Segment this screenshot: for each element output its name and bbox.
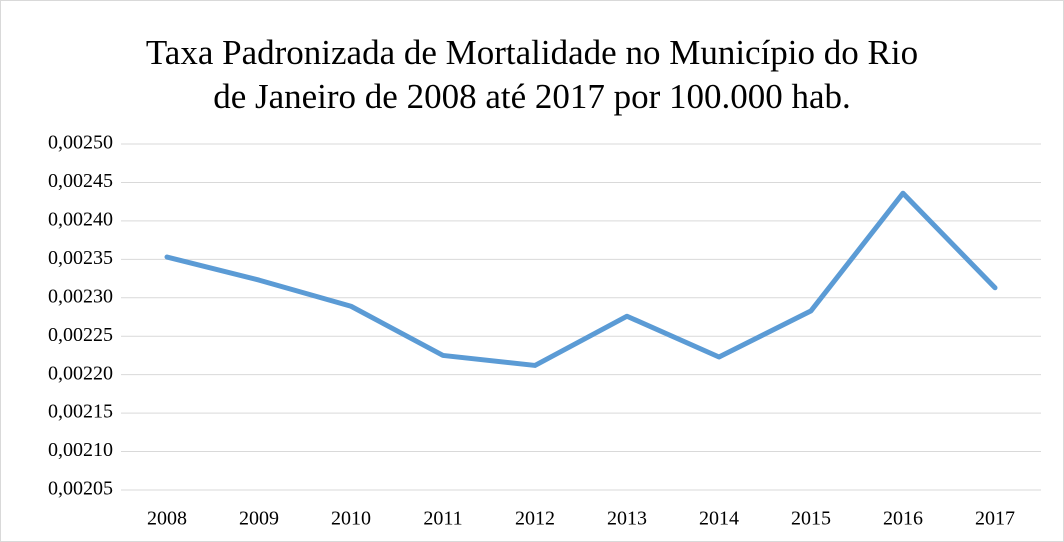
x-tick-label: 2014 [699, 508, 739, 530]
y-tick-label: 0,00220 [48, 362, 113, 384]
y-tick-label: 0,00205 [48, 478, 113, 500]
x-tick-label: 2008 [147, 508, 187, 530]
x-tick-label: 2013 [607, 508, 647, 530]
y-tick-label: 0,00215 [48, 401, 113, 423]
chart-title: Taxa Padronizada de Mortalidade no Munic… [145, 33, 919, 116]
y-tick-label: 0,00210 [48, 439, 113, 461]
y-tick-label: 0,00245 [48, 170, 113, 192]
y-tick-label: 0,00240 [48, 208, 113, 230]
x-tick-label: 2009 [239, 508, 279, 530]
y-tick-label: 0,00250 [48, 132, 113, 154]
x-tick-label: 2017 [975, 508, 1015, 530]
x-tick-label: 2016 [883, 508, 923, 530]
x-tick-label: 2010 [331, 508, 371, 530]
x-tick-label: 2012 [515, 508, 555, 530]
y-tick-label: 0,00225 [48, 324, 113, 346]
x-tick-label: 2015 [791, 508, 831, 530]
x-tick-label: 2011 [423, 508, 462, 530]
y-tick-label: 0,00235 [48, 247, 113, 269]
y-tick-label: 0,00230 [48, 285, 113, 307]
data-line [164, 190, 998, 368]
